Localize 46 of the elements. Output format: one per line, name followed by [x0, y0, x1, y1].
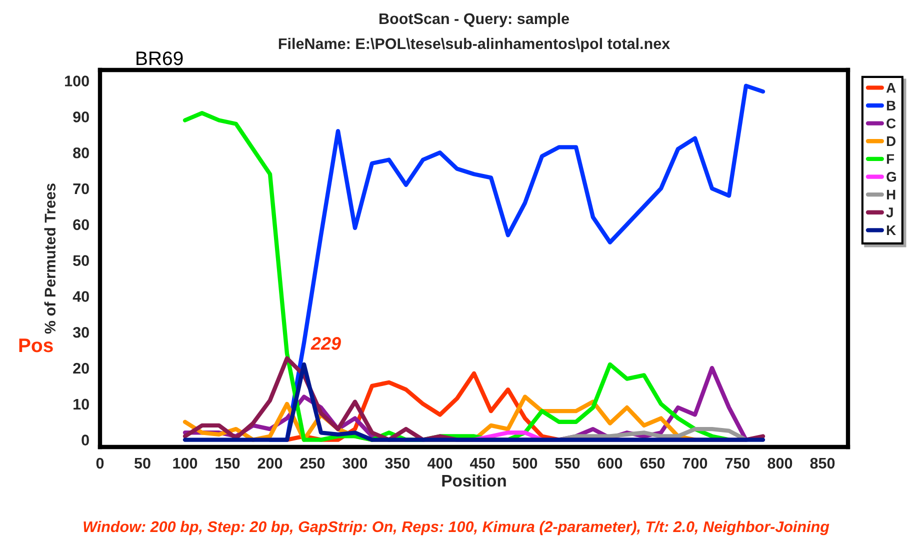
y-tick-label: 40 [72, 291, 89, 302]
x-tick-label: 450 [470, 458, 495, 469]
x-tick-label: 600 [598, 458, 622, 469]
y-tick-label: 80 [73, 147, 89, 158]
x-tick-label: 850 [810, 458, 835, 469]
legend-label: B [886, 100, 896, 110]
x-tick-label: 700 [682, 458, 708, 469]
x-tick-label: 350 [385, 458, 410, 469]
x-tick-label: 500 [512, 458, 538, 469]
x-axis-title: Position [442, 474, 506, 487]
legend-label: J [886, 208, 893, 218]
legend-label: D [886, 136, 896, 146]
y-tick-label: 70 [73, 183, 89, 194]
y-tick-label: 50 [73, 255, 89, 266]
x-tick-label: 550 [555, 458, 580, 469]
legend-label: K [886, 225, 896, 236]
x-tick-label: 750 [725, 458, 750, 469]
y-tick-label: 90 [73, 112, 89, 122]
y-tick-label: 0 [82, 434, 89, 446]
text: Window: 200 bp, Step: 20 bp, GapStrip: On, Reps: 100, Kimura (2-parameter), T/t: 2.0, Neighbor-Joining [84, 520, 830, 536]
text: BR69 [136, 51, 183, 66]
x-tick-label: 200 [258, 458, 282, 469]
x-tick-label: 400 [427, 458, 452, 469]
legend-label: A [886, 83, 896, 93]
y-tick-label: 60 [73, 219, 89, 230]
x-tick-label: 0 [96, 458, 104, 469]
x-tick-label: 250 [300, 458, 325, 469]
y-tick-label: 20 [73, 362, 89, 374]
x-tick-label: 150 [216, 458, 240, 469]
legend-label: C [886, 118, 896, 128]
annotation: 229 [310, 337, 341, 350]
x-tick-label: 50 [134, 458, 150, 469]
legend-label: H [886, 190, 896, 200]
text: Pos [19, 338, 53, 352]
x-tick-label: 300 [342, 458, 368, 469]
legend-label: G [886, 172, 896, 182]
y-tick-label: 10 [74, 398, 89, 410]
x-tick-label: 650 [640, 458, 665, 469]
y-tick-label: 30 [72, 326, 89, 338]
x-tick-label: 800 [768, 458, 792, 469]
x-tick-label: 100 [173, 458, 198, 469]
y-axis-title: % of Permuted Trees [44, 184, 56, 334]
legend-label: F [886, 154, 894, 164]
chart-subtitle: FileName: E:\POL\tese\sub-alinhamentos\pol total.nex [278, 38, 670, 52]
y-tick-label: 100 [65, 76, 89, 86]
chart-title: BootScan - Query: sample [380, 12, 569, 28]
